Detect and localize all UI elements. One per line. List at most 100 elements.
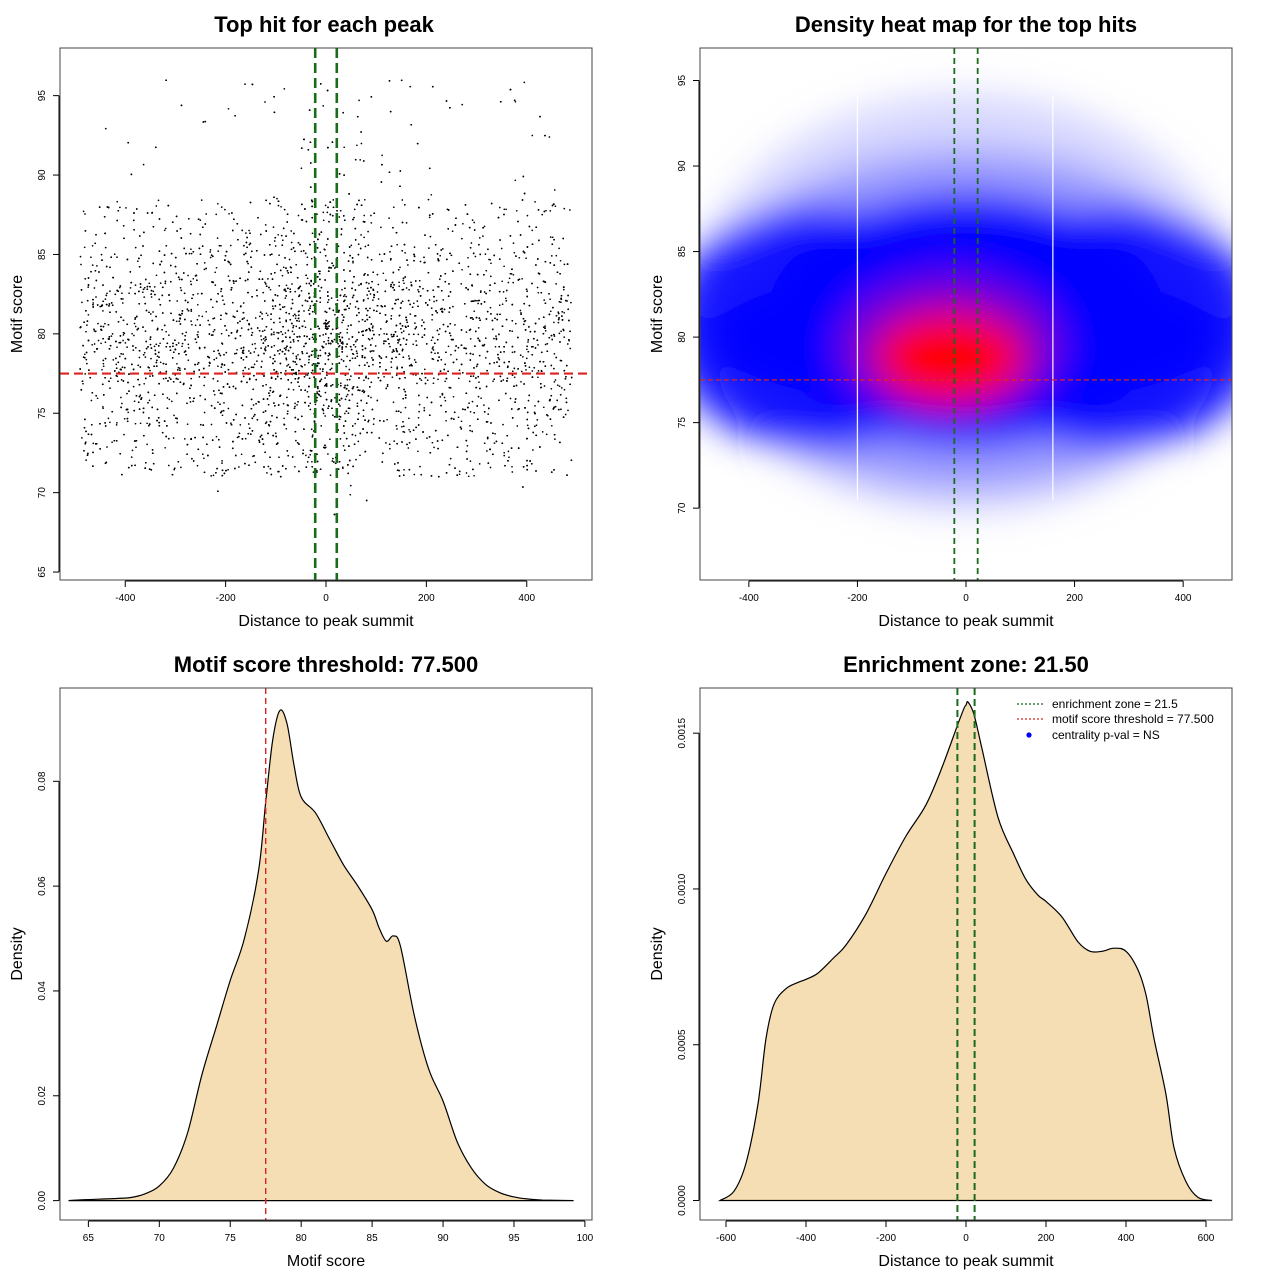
scatter-point xyxy=(143,434,145,437)
scatter-point xyxy=(555,356,558,359)
scatter-point xyxy=(367,420,370,423)
scatter-point xyxy=(489,448,491,451)
scatter-point xyxy=(478,243,480,246)
scatter-point xyxy=(550,364,553,367)
scatter-point xyxy=(294,402,296,405)
scatter-point xyxy=(407,264,409,266)
scatter-point xyxy=(221,414,224,417)
scatter-point xyxy=(485,269,488,272)
scatter-point xyxy=(156,359,158,362)
scatter-point xyxy=(569,347,572,350)
scatter-point xyxy=(284,297,287,299)
scatter-point xyxy=(379,328,382,330)
scatter-point xyxy=(167,204,170,207)
scatter-point xyxy=(270,473,273,476)
scatter-point xyxy=(348,407,351,410)
scatter-point xyxy=(517,368,519,370)
scatter-point xyxy=(309,449,312,452)
scatter-point xyxy=(178,313,181,316)
scatter-point xyxy=(270,318,272,321)
scatter-point xyxy=(126,420,129,423)
scatter-point xyxy=(398,281,400,284)
scatter-point xyxy=(269,420,272,423)
scatter-point xyxy=(363,274,365,276)
scatter-point xyxy=(308,282,311,285)
scatter-point xyxy=(289,290,292,293)
scatter-point xyxy=(512,281,515,284)
scatter-point xyxy=(367,244,370,247)
scatter-point xyxy=(337,468,340,470)
scatter-point xyxy=(424,376,427,379)
scatter-point xyxy=(302,452,304,455)
scatter-point xyxy=(169,280,172,283)
scatter-point xyxy=(546,342,549,345)
scatter-point xyxy=(176,362,178,365)
scatter-point xyxy=(321,345,324,348)
scatter-point xyxy=(553,264,556,266)
scatter-point xyxy=(379,361,381,364)
scatter-point xyxy=(539,115,541,118)
scatter-points xyxy=(79,79,573,516)
scatter-point xyxy=(187,309,190,312)
scatter-point xyxy=(343,280,346,282)
scatter-point xyxy=(108,336,111,338)
scatter-point xyxy=(401,249,404,252)
scatter-point xyxy=(560,408,562,411)
scatter-point xyxy=(260,338,263,341)
scatter-point xyxy=(347,325,350,327)
scatter-point xyxy=(216,380,219,382)
scatter-point xyxy=(316,391,318,393)
scatter-point xyxy=(318,233,321,235)
scatter-point xyxy=(285,358,288,361)
scatter-point xyxy=(308,109,311,111)
scatter-point xyxy=(105,303,108,306)
scatter-point xyxy=(409,85,412,88)
scatter-point xyxy=(142,407,145,410)
scatter-point xyxy=(322,404,325,407)
scatter-point xyxy=(240,327,243,329)
scatter-point xyxy=(192,460,195,462)
scatter-point xyxy=(396,442,398,445)
scatter-point xyxy=(84,230,87,232)
scatter-point xyxy=(522,175,525,178)
scatter-point xyxy=(285,346,287,349)
scatter-point xyxy=(367,419,370,422)
scatter-point xyxy=(139,286,142,289)
scatter-point xyxy=(171,221,174,223)
scatter-point xyxy=(495,335,497,337)
scatter-point xyxy=(497,353,499,356)
scatter-point xyxy=(121,473,123,476)
scatter-point xyxy=(351,336,354,338)
scatter-point xyxy=(183,247,186,250)
scatter-point xyxy=(339,338,342,341)
scatter-point xyxy=(187,347,190,349)
scatter-point xyxy=(356,352,358,355)
scatter-point xyxy=(203,471,206,474)
scatter-point xyxy=(366,361,369,364)
scatter-point xyxy=(104,298,107,300)
scatter-point xyxy=(391,376,394,379)
scatter-point xyxy=(274,294,277,296)
scatter-point xyxy=(138,235,141,237)
scatter-point xyxy=(83,246,86,249)
scatter-point xyxy=(325,383,328,385)
scatter-point xyxy=(316,385,319,388)
scatter-point xyxy=(324,279,326,281)
scatter-point xyxy=(526,345,528,348)
scatter-point xyxy=(325,343,327,345)
scatter-point xyxy=(501,325,504,328)
scatter-point xyxy=(343,449,346,452)
scatter-point xyxy=(533,425,536,428)
scatter-point xyxy=(490,202,493,205)
scatter-point xyxy=(333,513,336,516)
scatter-point xyxy=(339,405,341,407)
scatter-point xyxy=(138,290,140,293)
scatter-point xyxy=(217,292,219,295)
scatter-point xyxy=(470,242,473,244)
scatter-point xyxy=(341,313,344,316)
scatter-point xyxy=(389,447,391,450)
scatter-point xyxy=(502,423,504,426)
scatter-point xyxy=(183,438,186,440)
scatter-point xyxy=(457,416,460,419)
scatter-point xyxy=(362,409,365,412)
